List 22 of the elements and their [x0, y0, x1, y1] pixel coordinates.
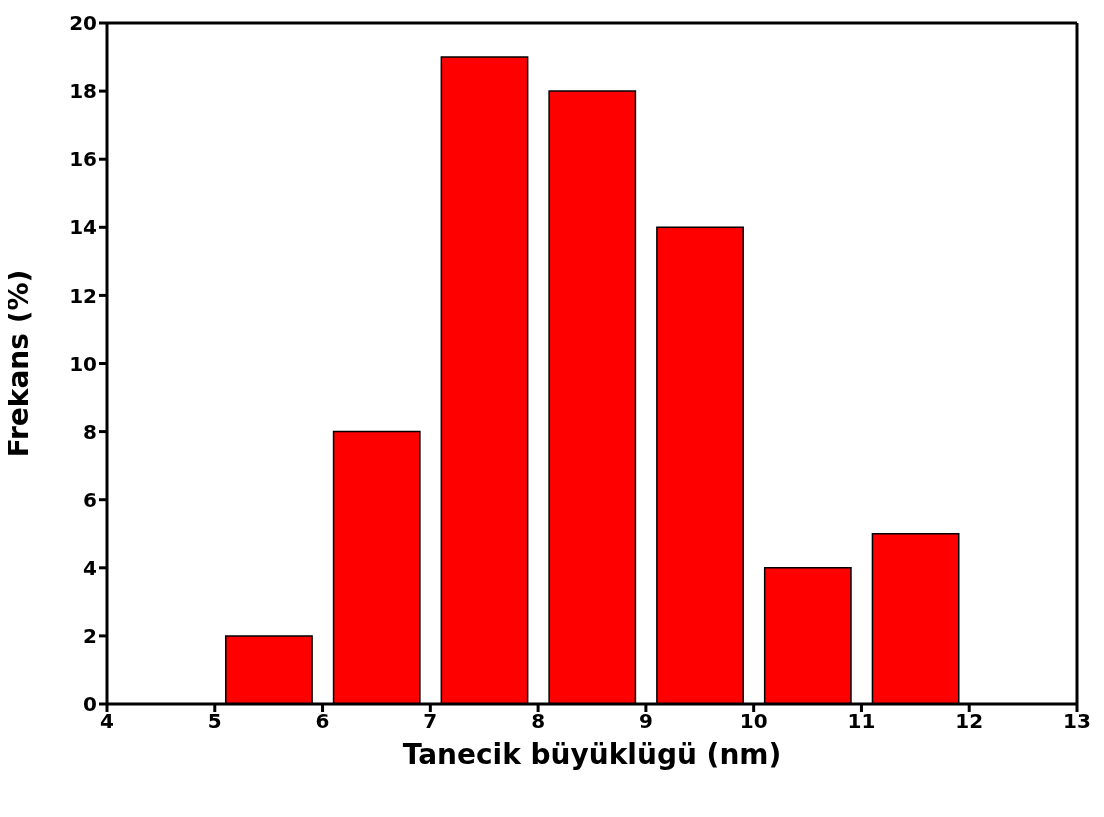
y-tick-label: 18: [69, 79, 97, 104]
y-tick-label: 12: [69, 283, 97, 308]
x-tick-label: 13: [1063, 709, 1091, 734]
x-tick-label: 12: [955, 709, 984, 734]
y-tick-label: 8: [83, 419, 97, 444]
x-tick-label: 5: [207, 709, 222, 734]
y-tick-label: 2: [83, 624, 97, 648]
x-tick-label: 10: [739, 709, 768, 734]
x-tick-label: 11: [847, 709, 876, 734]
y-tick-label: 6: [83, 487, 97, 512]
x-tick-label: 8: [531, 709, 546, 734]
y-tick-label: 14: [69, 215, 97, 240]
y-tick-label: 4: [83, 555, 97, 580]
y-tick-label: 20: [69, 11, 97, 36]
y-tick-label: 16: [69, 147, 97, 172]
y-tick-label: 10: [69, 351, 97, 376]
x-axis-title: Tanecik büyüklügü (nm): [402, 738, 782, 771]
y-tick-label: 0: [83, 692, 97, 717]
x-tick-label: 7: [423, 709, 438, 734]
x-tick-label: 9: [638, 709, 653, 734]
x-tick-label: 4: [100, 709, 114, 734]
x-tick-label: 6: [315, 709, 330, 734]
